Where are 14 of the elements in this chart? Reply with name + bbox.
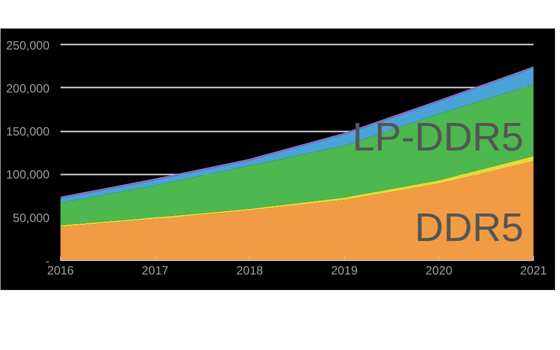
y-tick-label: 50,000 (12, 210, 50, 225)
x-tick-label: 2017 (142, 264, 169, 278)
x-tick-label: 2018 (236, 264, 264, 278)
y-tick-label: - (46, 254, 50, 268)
x-tick-label: 2016 (47, 264, 74, 278)
x-tick-label: 2019 (330, 264, 358, 278)
series-label: DDR5 (414, 206, 524, 250)
x-tick-label: 2020 (426, 264, 453, 278)
series-label: LP-DDR5 (352, 116, 524, 160)
y-tick-label: 250,000 (6, 38, 50, 52)
y-tick-label: 200,000 (6, 81, 50, 96)
x-tick-label: 2021 (520, 264, 548, 278)
y-tick-label: 150,000 (6, 124, 50, 139)
y-tick-label: 100,000 (6, 168, 50, 182)
